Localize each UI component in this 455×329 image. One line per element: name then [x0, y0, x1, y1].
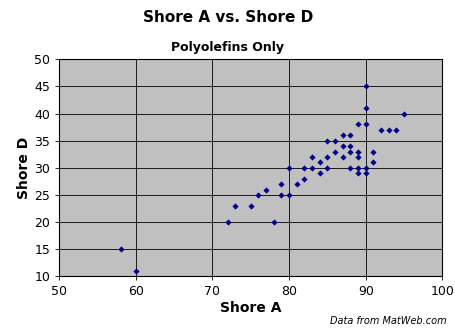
Point: [354, 122, 361, 127]
Point: [354, 149, 361, 154]
Point: [224, 219, 231, 225]
Point: [323, 138, 330, 143]
Text: Shore A vs. Shore D: Shore A vs. Shore D: [142, 10, 313, 25]
Point: [116, 247, 124, 252]
Text: Polyolefins Only: Polyolefins Only: [171, 41, 284, 54]
Point: [369, 149, 376, 154]
Point: [354, 170, 361, 176]
Point: [285, 165, 292, 170]
Point: [384, 127, 391, 133]
Y-axis label: Shore D: Shore D: [17, 137, 31, 199]
Point: [361, 122, 369, 127]
Point: [300, 165, 308, 170]
Point: [293, 181, 300, 187]
Point: [346, 133, 353, 138]
Point: [339, 154, 346, 160]
Point: [300, 176, 308, 181]
Point: [331, 138, 338, 143]
Point: [262, 187, 269, 192]
Point: [308, 154, 315, 160]
Point: [323, 165, 330, 170]
Point: [346, 149, 353, 154]
Text: Data from MatWeb.com: Data from MatWeb.com: [329, 316, 446, 326]
Point: [269, 219, 277, 225]
Point: [354, 165, 361, 170]
Point: [315, 160, 323, 165]
Point: [132, 268, 139, 273]
Point: [315, 170, 323, 176]
Point: [331, 149, 338, 154]
Point: [247, 203, 254, 209]
Point: [354, 154, 361, 160]
Point: [377, 127, 384, 133]
Point: [361, 84, 369, 89]
Point: [285, 192, 292, 197]
Point: [339, 143, 346, 149]
Point: [277, 181, 284, 187]
Point: [361, 105, 369, 111]
Point: [339, 133, 346, 138]
Point: [346, 165, 353, 170]
Point: [392, 127, 399, 133]
Point: [361, 170, 369, 176]
X-axis label: Shore A: Shore A: [220, 301, 281, 315]
Point: [346, 143, 353, 149]
Point: [308, 165, 315, 170]
Point: [361, 165, 369, 170]
Point: [231, 203, 238, 209]
Point: [323, 154, 330, 160]
Point: [399, 111, 407, 116]
Point: [277, 192, 284, 197]
Point: [369, 160, 376, 165]
Point: [254, 192, 262, 197]
